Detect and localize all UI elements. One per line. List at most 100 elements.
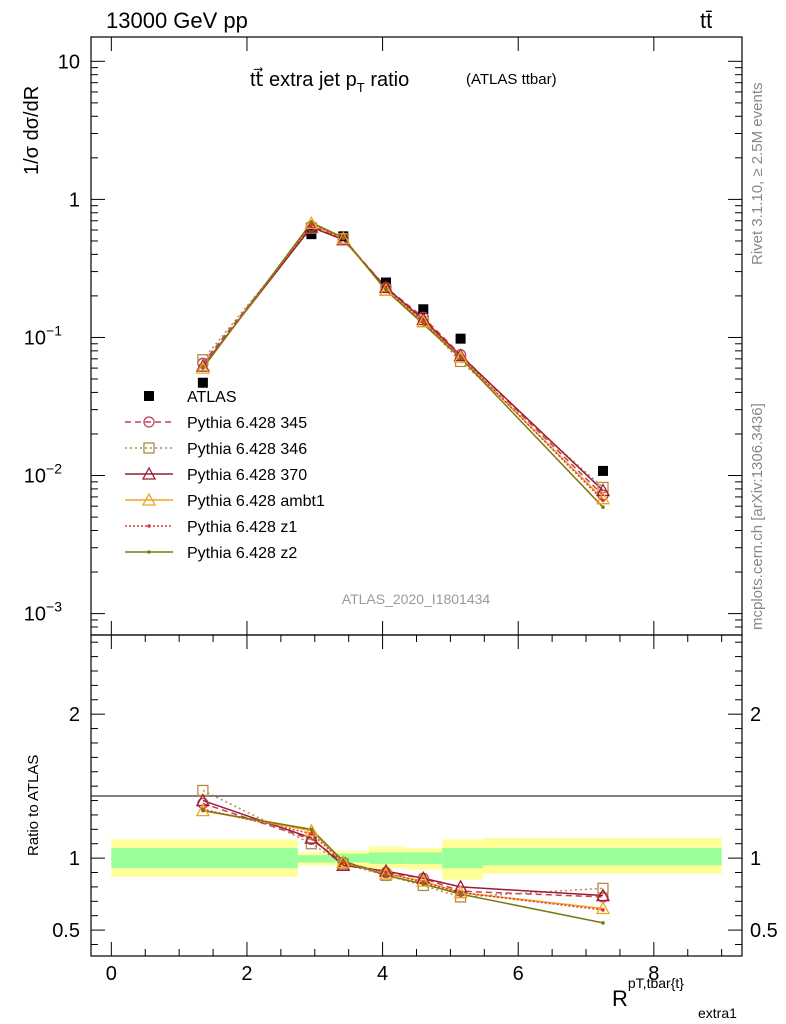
main-data-point <box>595 483 611 497</box>
main-data-point <box>458 356 463 360</box>
ratio-band-stat <box>335 853 370 863</box>
ratio-data-point <box>305 838 318 850</box>
ratio-band-stat <box>297 855 336 863</box>
legend-marker <box>143 416 155 428</box>
main-data-point <box>595 491 611 505</box>
ratio-data-point <box>336 857 351 871</box>
ratio-y-tick-label-left: 0.5 <box>52 920 80 942</box>
main-data-point <box>601 505 605 509</box>
main-data-point <box>195 358 210 372</box>
ratio-y-tick-label-left: 2 <box>69 704 80 726</box>
legend-marker <box>141 466 157 480</box>
main-data-point <box>201 366 205 370</box>
legend-label: Pythia 6.428 345 <box>187 415 307 432</box>
main-series-markers <box>195 216 611 509</box>
main-data-point <box>304 219 319 233</box>
legend-marker <box>143 442 155 454</box>
main-data-point <box>421 322 426 326</box>
ratio-data-point <box>595 901 611 915</box>
ratio-data-point <box>595 888 611 902</box>
main-data-point <box>378 282 394 296</box>
main-data-point <box>306 229 317 240</box>
main-data-point <box>195 360 210 374</box>
main-data-point <box>197 377 208 388</box>
main-panel: 10 1 10−1 10−2 10−3 tt⃗ extra jet pT ratio (… <box>21 36 743 636</box>
ratio-ylabel: Ratio to ATLAS <box>25 755 42 856</box>
ratio-data-point <box>336 855 351 869</box>
plot-title: tt⃗ extra jet pT ratio <box>250 66 409 95</box>
analysis-id: ATLAS_2020_I1801434 <box>342 591 491 607</box>
legend-label: ATLAS <box>187 389 237 406</box>
mcplots-label: mcplots.cern.ch [arXiv:1306.3436] <box>749 403 766 630</box>
ratio-data-point <box>304 830 319 844</box>
ratio-data-point <box>309 831 314 836</box>
ratio-y-tick-label-right: 0.5 <box>750 920 778 942</box>
main-data-point <box>336 231 351 245</box>
ratio-data-point <box>309 827 314 832</box>
main-data-point <box>197 354 209 366</box>
ratio-data-point <box>458 892 463 896</box>
legend-label: Pythia 6.428 z1 <box>187 519 297 536</box>
ratio-x-tick-label: 2 <box>241 963 252 985</box>
ratio-band-stat <box>406 852 443 864</box>
ratio-band-stat <box>111 848 298 869</box>
legend-marker <box>141 492 157 506</box>
ratio-data-point <box>378 866 394 880</box>
main-data-point <box>304 216 319 230</box>
ratio-data-point <box>201 808 205 813</box>
main-y-tick-label: 10−1 <box>24 322 62 349</box>
ratio-y-ticks: 0.5 0.5 1 1 2 2 <box>52 641 778 945</box>
main-ylabel: 1/σ dσ/dR <box>21 86 43 175</box>
legend-label: Pythia 6.428 346 <box>187 441 307 458</box>
ratio-y-tick-label-right: 2 <box>750 704 761 726</box>
main-data-point <box>601 498 605 503</box>
main-y-tick-label: 10 <box>58 51 80 73</box>
ratio-series-line <box>202 789 604 898</box>
ratio-x-ticks: 0 2 4 6 8 <box>106 635 723 985</box>
plot-title-tag: (ATLAS ttbar) <box>466 71 557 88</box>
ratio-panel: 0.5 0.5 1 1 2 2 0 2 4 6 8 Ratio to ATLAS RpT,tbar… <box>25 634 778 1021</box>
ratio-data-point <box>384 873 388 878</box>
main-data-point <box>453 349 468 363</box>
main-data-point <box>418 304 429 315</box>
ratio-data-point <box>416 873 431 887</box>
main-data-point <box>384 288 388 292</box>
main-series-lines <box>202 221 604 508</box>
xlabel-sup: pT,tbar{t} <box>628 975 684 991</box>
ratio-x-tick-label: 8 <box>648 963 659 985</box>
ratio-band-stat <box>482 848 722 866</box>
legend-marker <box>147 550 151 554</box>
ratio-data-point <box>453 885 468 899</box>
main-data-point <box>416 314 431 328</box>
ratio-x-tick-label: 0 <box>106 963 117 985</box>
ratio-bands <box>111 837 722 880</box>
legend-label: Pythia 6.428 ambt1 <box>187 493 325 510</box>
main-data-point <box>453 348 468 362</box>
main-y-tick-label: 10−2 <box>24 461 62 488</box>
main-y-tick-label: 1 <box>69 189 80 211</box>
main-data-point <box>378 280 394 294</box>
ratio-data-point <box>341 859 346 863</box>
main-data-point <box>341 235 346 240</box>
rivet-label: Rivet 3.1.10, ≥ 2.5M events <box>749 83 766 266</box>
ratio-y-tick-label-left: 1 <box>69 848 80 870</box>
main-data-point <box>597 465 608 476</box>
ratio-x-tick-label: 4 <box>377 963 388 985</box>
ratio-y-tick-label-right: 1 <box>750 848 761 870</box>
main-y-tick-label: 10−3 <box>24 599 62 626</box>
legend-marker <box>147 524 151 528</box>
ratio-xlabel: RpT,tbar{t} <box>612 975 684 1011</box>
plot-title-rest: extra jet p <box>263 69 356 91</box>
legend-marker <box>144 391 154 401</box>
header-right: tt̄ <box>700 8 712 33</box>
plot-title-tail: ratio <box>365 69 409 91</box>
main-series-line <box>202 223 604 501</box>
ratio-data-point <box>384 870 388 875</box>
ratio-data-point <box>597 882 609 894</box>
main-data-point <box>455 333 466 344</box>
ratio-x-tick-label: 6 <box>513 963 524 985</box>
xlabel-sub: extra1 <box>698 1005 737 1021</box>
main-series-line <box>202 221 604 508</box>
legend: ATLAS Pythia 6.428 345 Pythia 6.428 346 Pyt… <box>125 389 325 562</box>
